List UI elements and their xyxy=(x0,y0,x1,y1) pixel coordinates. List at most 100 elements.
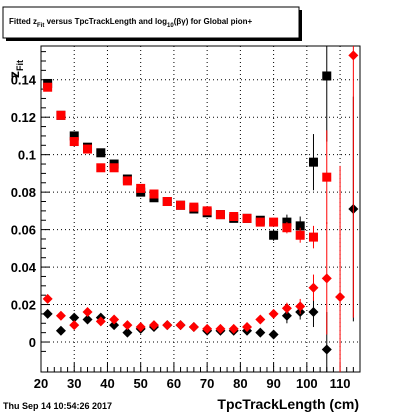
title-shadow-right xyxy=(299,10,302,40)
data-point xyxy=(83,144,93,154)
data-point xyxy=(109,320,120,331)
data-point xyxy=(308,157,318,167)
data-point xyxy=(42,308,53,319)
series-red-square xyxy=(43,82,332,249)
x-tick-label: 110 xyxy=(330,376,351,391)
data-point xyxy=(135,322,146,333)
data-point xyxy=(122,176,132,186)
data-point xyxy=(188,322,199,333)
data-point xyxy=(176,200,186,210)
series-red-diamond xyxy=(42,46,359,372)
data-point xyxy=(228,323,239,334)
y-tick-label: 0.12 xyxy=(11,110,36,125)
data-point xyxy=(269,230,279,240)
y-tick-label: 0.02 xyxy=(11,298,36,313)
y-axis-title-sub: Fit xyxy=(15,60,25,71)
data-point xyxy=(255,217,265,227)
data-point xyxy=(122,320,133,331)
data-point xyxy=(242,213,252,223)
data-point xyxy=(255,314,266,325)
data-point xyxy=(136,183,146,193)
data-point xyxy=(321,273,332,284)
y-tick-label: 0 xyxy=(29,335,36,350)
data-point xyxy=(322,172,332,182)
data-point xyxy=(189,202,199,212)
data-point xyxy=(215,323,226,334)
timestamp: Thu Sep 14 10:54:26 2017 xyxy=(3,401,112,411)
data-point xyxy=(109,163,119,173)
data-point xyxy=(82,307,93,318)
data-point xyxy=(322,71,332,81)
data-point xyxy=(69,312,80,323)
data-point xyxy=(69,131,79,141)
y-tick-labels: 0 0.02 0.04 0.06 0.08 0.1 0.12 0.14 xyxy=(11,73,37,350)
x-tick-label: 70 xyxy=(200,376,214,391)
y-axis-title-text: zFit xyxy=(6,60,25,78)
data-point xyxy=(95,316,106,327)
data-point xyxy=(56,110,66,120)
data-point xyxy=(175,320,186,331)
data-point xyxy=(281,303,292,314)
x-tick-labels: 20 30 40 50 60 70 80 90 100 110 xyxy=(34,376,351,391)
data-point xyxy=(268,329,279,340)
data-point xyxy=(255,327,266,338)
title-part-prefix: Fitted xyxy=(9,17,33,26)
x-tick-label: 50 xyxy=(133,376,147,391)
title-frame xyxy=(2,6,300,39)
data-point xyxy=(295,221,305,231)
y-tick-label: 0.08 xyxy=(11,185,36,200)
y-tick-label: 0.06 xyxy=(11,223,36,238)
data-point xyxy=(55,325,66,336)
data-point xyxy=(82,314,93,325)
data-point xyxy=(43,82,53,92)
title-part-fit-sub: Fit xyxy=(37,23,44,29)
data-point xyxy=(69,137,79,147)
data-point xyxy=(162,197,172,207)
data-point xyxy=(148,320,159,331)
data-point xyxy=(308,232,318,242)
data-point xyxy=(96,163,106,173)
data-point xyxy=(321,344,332,355)
data-point xyxy=(335,292,346,303)
x-tick-label: 40 xyxy=(100,376,114,391)
x-axis-title: TpcTrackLength (cm) xyxy=(217,396,359,412)
data-point xyxy=(295,230,305,240)
x-tick-label: 30 xyxy=(67,376,81,391)
data-series xyxy=(42,46,359,372)
title-part-middle: versus TpcTrackLength and log xyxy=(44,17,167,26)
data-point xyxy=(69,320,80,331)
data-point xyxy=(229,211,239,221)
y-tick-label: 0.14 xyxy=(11,73,37,88)
title-shadow-bottom xyxy=(6,38,302,41)
data-point xyxy=(269,217,279,227)
y-tick-label: 0.04 xyxy=(11,260,37,275)
data-point xyxy=(162,320,173,331)
y-axis-title: zFit xyxy=(6,60,25,78)
data-point xyxy=(149,189,159,199)
data-point xyxy=(268,308,279,319)
data-point xyxy=(348,50,359,61)
title-box: Fitted zFit versus TpcTrackLength and lo… xyxy=(2,6,302,41)
data-point xyxy=(308,307,319,318)
data-point xyxy=(202,323,213,334)
data-point xyxy=(282,223,292,233)
x-tick-label: 60 xyxy=(167,376,181,391)
data-point xyxy=(202,206,212,216)
data-point xyxy=(55,310,66,321)
data-point xyxy=(96,148,106,158)
data-point xyxy=(281,310,292,321)
y-axis-title-base: z xyxy=(6,71,22,78)
x-tick-label: 80 xyxy=(233,376,247,391)
x-tick-label: 90 xyxy=(266,376,280,391)
chart-title: Fitted zFit versus TpcTrackLength and lo… xyxy=(9,17,253,29)
y-tick-label: 0.1 xyxy=(18,148,36,163)
data-point xyxy=(215,210,225,220)
data-point xyxy=(122,327,133,338)
x-tick-label: 20 xyxy=(34,376,48,391)
data-point xyxy=(308,282,319,293)
title-part-log-sub: 10 xyxy=(167,23,174,29)
x-tick-label: 100 xyxy=(296,376,318,391)
